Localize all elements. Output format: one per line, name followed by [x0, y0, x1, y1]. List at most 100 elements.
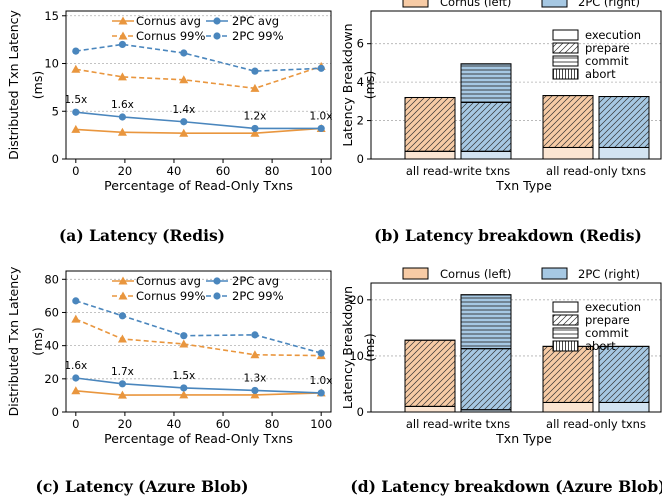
y-tick-label: 20 [44, 372, 59, 386]
data-point [180, 384, 187, 391]
series-line [76, 44, 321, 71]
data-point [119, 113, 126, 120]
y-axis-label-unit: (ms) [362, 71, 377, 99]
caption: (a) Latency (Redis) [59, 226, 225, 245]
legend-label: execution [585, 300, 641, 314]
data-point [180, 118, 187, 125]
legend-label: prepare [585, 41, 630, 55]
data-point [251, 387, 258, 394]
ratio-label: 1.0x [310, 375, 333, 387]
ratio-label: 1.7x [111, 366, 134, 378]
legend-label: Cornus 99% [136, 29, 205, 43]
ratio-label: 1.6x [111, 99, 134, 111]
legend-marker [119, 292, 128, 300]
data-point [119, 41, 126, 48]
legend-swatch-execution [553, 302, 578, 312]
caption: (b) Latency breakdown (Redis) [374, 226, 642, 245]
legend-marker [213, 17, 220, 24]
legend-swatch-cornus [403, 268, 428, 279]
series-line [76, 319, 321, 355]
legend-label: Cornus avg [136, 14, 201, 28]
legend-label: 2PC 99% [232, 289, 284, 303]
legend-hatch-prepare [553, 315, 578, 325]
legend-marker [213, 277, 220, 284]
y-tick-label: 6 [357, 37, 364, 51]
ratio-label: 1.6x [64, 360, 87, 372]
bar-segment-execution [461, 151, 511, 159]
ratio-label: 1.5x [64, 94, 87, 106]
x-axis-label: Txn Type [495, 178, 552, 193]
y-axis-label-unit: (ms) [30, 327, 45, 355]
data-point [119, 380, 126, 387]
y-tick-label: 0 [357, 405, 364, 419]
data-point [71, 315, 80, 323]
x-tick-label: 20 [118, 417, 133, 431]
x-tick-label: all read-only txns [546, 417, 646, 431]
bar-hatch-prepare [543, 96, 593, 148]
bar-hatch-prepare [405, 340, 455, 406]
legend-label: 2PC avg [232, 14, 279, 28]
y-tick-label: 5 [52, 104, 59, 118]
x-tick-label: 40 [167, 417, 182, 431]
x-axis-label: Percentage of Read-Only Txns [104, 431, 293, 446]
legend-label: abort [585, 339, 616, 353]
x-tick-label: 0 [72, 164, 79, 178]
data-point [180, 49, 187, 56]
legend-label: 2PC (right) [578, 267, 640, 281]
legend-hatch-abort [553, 69, 578, 79]
data-point [71, 65, 80, 73]
x-axis-label: Txn Type [495, 431, 552, 446]
legend-label: 2PC avg [232, 274, 279, 288]
x-tick-label: 100 [310, 417, 332, 431]
x-tick-label: 60 [216, 164, 231, 178]
legend-label: 2PC 99% [232, 29, 284, 43]
chart-c: 0 20 40 60 80 0 20 40 60 80 100 Percentage of Read-… [6, 266, 332, 496]
legend-marker [213, 32, 220, 39]
x-tick-label: 0 [72, 417, 79, 431]
legend-label: commit [585, 54, 629, 68]
x-tick-label: all read-write txns [406, 164, 510, 178]
legend-hatch-abort [553, 341, 578, 351]
series-line [76, 112, 321, 128]
ratio-label: 1.4x [172, 104, 195, 116]
legend-hatch-prepare [553, 43, 578, 53]
y-tick-label: 0 [52, 405, 59, 419]
legend-label: Cornus (left) [440, 0, 511, 9]
caption: (c) Latency (Azure Blob) [36, 477, 249, 496]
bar-hatch-prepare [461, 349, 511, 410]
data-point [251, 68, 258, 75]
legend-label: prepare [585, 313, 630, 327]
y-tick-label: 60 [44, 305, 59, 319]
y-tick-label: 0 [52, 152, 59, 166]
y-axis-label-unit: (ms) [30, 71, 45, 99]
data-point [72, 48, 79, 55]
x-tick-label: all read-only txns [546, 164, 646, 178]
data-point [318, 350, 325, 357]
x-tick-label: 20 [118, 164, 133, 178]
y-axis-label: Latency Breakdown [340, 23, 355, 146]
ratio-label: 1.2x [243, 110, 266, 122]
bar-segment-execution [405, 406, 455, 412]
data-point [72, 297, 79, 304]
ratio-label: 1.3x [243, 372, 266, 384]
x-tick-label: 80 [265, 164, 280, 178]
legend-label: execution [585, 28, 641, 42]
legend-label: Cornus avg [136, 274, 201, 288]
legend-marker [119, 32, 128, 40]
y-axis-label: Distributed Txn Latency [6, 266, 21, 416]
caption: (d) Latency breakdown (Azure Blob) [350, 477, 662, 496]
data-point [318, 389, 325, 396]
legend-label: Cornus 99% [136, 289, 205, 303]
bar-segment-execution [599, 402, 649, 412]
y-tick-label: 15 [44, 9, 59, 23]
y-axis-label: Distributed Txn Latency [6, 9, 21, 159]
legend-marker [213, 292, 220, 299]
data-point [72, 109, 79, 116]
data-point [118, 335, 127, 343]
data-point [72, 374, 79, 381]
bar-segment-execution [543, 402, 593, 412]
